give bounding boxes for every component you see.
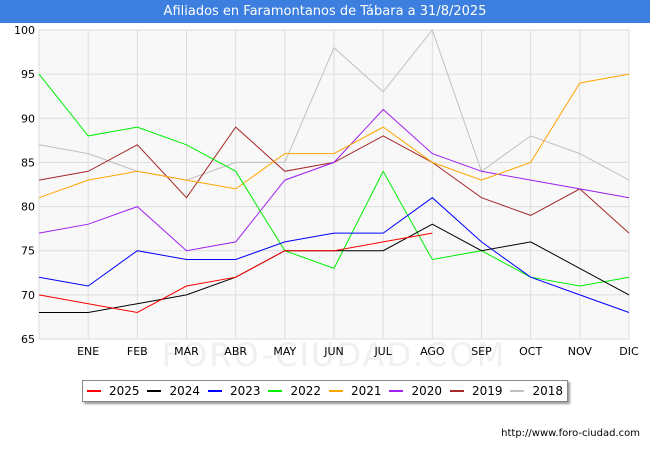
x-tick-label: JUL — [373, 345, 392, 358]
y-tick-label: 100 — [14, 24, 35, 37]
legend-item-2023: 2023 — [207, 384, 261, 398]
x-tick-label: ENE — [77, 345, 99, 358]
series-line-2025 — [38, 232, 433, 314]
y-tick-label: 65 — [21, 333, 35, 346]
x-tick-label: JUN — [323, 345, 344, 358]
y-tick-label: 85 — [21, 156, 35, 169]
legend-item-2018: 2018 — [510, 384, 563, 398]
legend-label: 2021 — [350, 384, 382, 398]
x-tick-label: MAR — [174, 345, 199, 358]
y-tick-label: 90 — [21, 112, 35, 125]
legend-label: 2023 — [229, 384, 261, 398]
legend-item-2024: 2024 — [147, 384, 200, 398]
y-axis-ticks: 65 70 75 80 85 90 95 100 — [14, 24, 35, 346]
series-line-2020 — [38, 108, 630, 252]
series-lines — [38, 28, 630, 314]
legend-swatch — [449, 390, 464, 392]
legend-swatch — [389, 390, 404, 392]
legend-item-2019: 2019 — [449, 384, 503, 398]
legend-item-2022: 2022 — [268, 384, 321, 398]
legend-label: 2024 — [169, 384, 201, 398]
x-tick-label: DIC — [619, 345, 639, 358]
y-tick-label: 80 — [21, 201, 35, 214]
x-tick-label: ABR — [224, 345, 247, 358]
x-tick-label: NOV — [568, 345, 593, 358]
legend-item-2020: 2020 — [389, 384, 442, 398]
legend-item-2025: 2025 — [86, 384, 140, 398]
x-axis-ticks: ENE FEB MAR ABR MAY JUN JUL AGO SEP OCT NOV DIC — [77, 345, 639, 358]
x-tick-label: SEP — [471, 345, 492, 358]
x-tick-label: OCT — [519, 345, 542, 358]
legend-label: 2022 — [290, 384, 322, 398]
series-line-2023 — [38, 197, 630, 313]
legend-item-2021: 2021 — [328, 384, 382, 398]
legend-label: 2018 — [532, 384, 564, 398]
y-tick-label: 70 — [21, 289, 35, 302]
source-url: http://www.foro-ciudad.com — [501, 428, 640, 439]
legend-swatch — [328, 390, 343, 392]
x-tick-label: FEB — [127, 345, 148, 358]
legend-swatch — [207, 390, 222, 392]
y-tick-label: 75 — [21, 245, 35, 258]
y-tick-label: 95 — [21, 68, 35, 81]
legend-label: 2019 — [471, 384, 503, 398]
legend: 2025 2024 2023 2022 2021 2020 2019 2018 — [82, 380, 568, 402]
chart-title: Afiliados en Faramontanos de Tábara a 31… — [0, 0, 650, 23]
legend-label: 2025 — [108, 384, 140, 398]
series-line-2021 — [38, 73, 630, 199]
legend-label: 2020 — [411, 384, 443, 398]
watermark: FORO-CIUDAD.COM — [162, 336, 507, 374]
legend-swatch — [86, 390, 101, 392]
legend-swatch — [147, 390, 162, 392]
legend-swatch — [510, 390, 525, 392]
x-tick-label: AGO — [420, 345, 445, 358]
x-tick-label: MAY — [273, 345, 296, 358]
legend-swatch — [268, 390, 283, 392]
